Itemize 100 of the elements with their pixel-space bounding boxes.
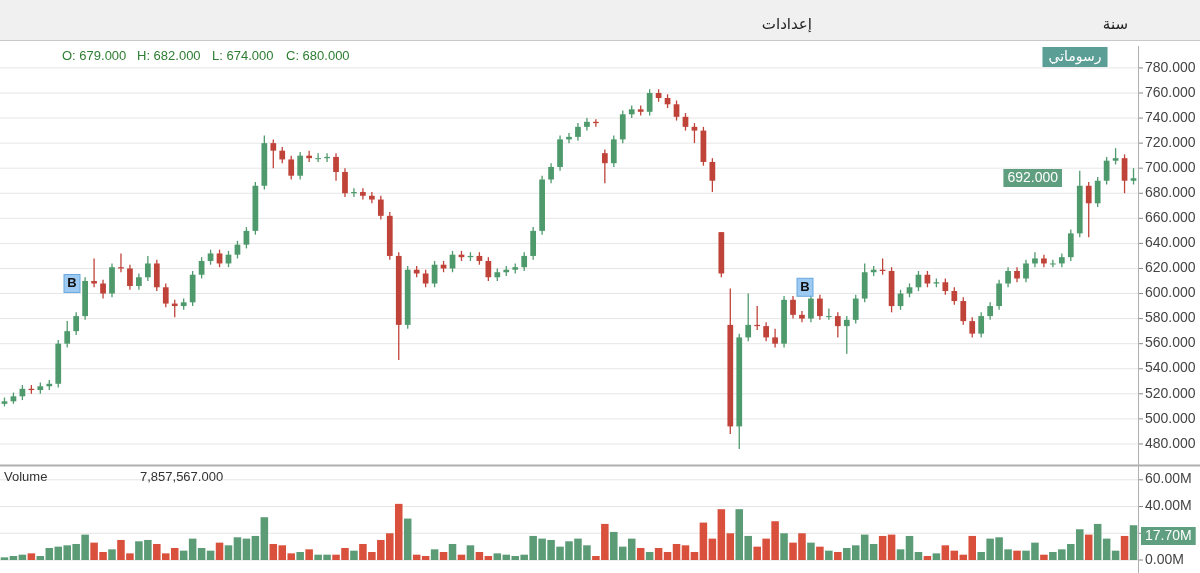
annotation: رسوماتي xyxy=(1048,48,1102,65)
y-tick-label: 780.000 xyxy=(1145,58,1196,75)
candlestick xyxy=(691,122,698,144)
candlestick xyxy=(100,279,106,300)
y-tick-label: 620.000 xyxy=(1145,259,1196,276)
text: إعدادات xyxy=(761,14,812,33)
y-tick-label: 660.000 xyxy=(1145,209,1196,226)
bar xyxy=(690,552,699,561)
bar xyxy=(233,537,242,561)
bar xyxy=(869,543,878,561)
candlestick xyxy=(799,310,805,324)
bar xyxy=(896,549,905,561)
bar xyxy=(439,552,448,561)
bar xyxy=(430,549,439,561)
bar xyxy=(448,543,457,561)
y-tick-label: 760.000 xyxy=(1145,83,1196,100)
bar xyxy=(1111,550,1120,561)
bar xyxy=(27,553,36,561)
candlestick xyxy=(64,320,71,349)
candlestick xyxy=(772,327,778,349)
bar xyxy=(296,552,304,561)
bar xyxy=(645,552,654,561)
candlestick xyxy=(153,259,160,292)
bar xyxy=(206,550,215,561)
bar xyxy=(654,547,663,561)
y-tick-label: 640.000 xyxy=(1145,234,1196,251)
bar xyxy=(179,550,188,561)
bar xyxy=(941,545,950,561)
bar xyxy=(466,545,475,561)
y-tick-label: 480.000 xyxy=(1145,434,1196,451)
bar xyxy=(923,556,932,561)
bar xyxy=(36,556,45,561)
y-tick-label: 500.000 xyxy=(1145,409,1196,426)
bar xyxy=(708,538,717,561)
candlestick xyxy=(127,264,133,291)
y-tick-label: 700.000 xyxy=(1145,158,1196,175)
y-tick-label: 600.000 xyxy=(1145,284,1196,301)
bar xyxy=(699,522,708,561)
candlestick xyxy=(790,295,796,320)
bar xyxy=(215,542,224,561)
y-tick-label: 680.000 xyxy=(1145,183,1196,200)
candlestick xyxy=(969,316,976,339)
bar xyxy=(950,550,959,561)
candlestick xyxy=(1023,259,1029,283)
bar xyxy=(108,549,116,561)
candlestick xyxy=(1103,156,1110,186)
y-tick-label: 0.00M xyxy=(1145,550,1184,567)
candlestick xyxy=(73,311,80,336)
candlestick xyxy=(601,148,608,184)
annotation: B xyxy=(800,278,810,294)
bar xyxy=(1040,554,1048,561)
bar xyxy=(905,535,914,561)
candlestick xyxy=(91,257,97,288)
bar xyxy=(305,549,313,561)
candlestick xyxy=(1094,176,1101,208)
bar xyxy=(484,556,493,561)
bar xyxy=(197,547,206,561)
bar xyxy=(1084,534,1093,561)
bar xyxy=(878,535,887,561)
bar xyxy=(188,538,197,561)
bar xyxy=(1120,535,1129,561)
annotation: 692.000 xyxy=(1007,168,1059,185)
candlestick xyxy=(1032,251,1038,268)
y-tick-label: 560.000 xyxy=(1145,334,1196,351)
y-tick-label: 580.000 xyxy=(1145,309,1196,326)
annotation: H: 682.000 xyxy=(137,48,201,64)
annotation: C: 680.000 xyxy=(286,48,350,64)
bar xyxy=(825,550,833,561)
text: سنة xyxy=(1102,14,1128,33)
candlestick xyxy=(144,255,151,282)
candlestick xyxy=(485,256,492,282)
bar xyxy=(260,517,269,561)
candlestick xyxy=(1005,266,1011,288)
annotation: L: 674.000 xyxy=(212,48,274,64)
candlestick xyxy=(610,134,617,168)
candlestick xyxy=(162,282,169,308)
candlestick xyxy=(369,191,375,204)
y-tick-label: 520.000 xyxy=(1145,384,1196,401)
bar xyxy=(932,553,941,561)
bar xyxy=(816,546,824,561)
bar xyxy=(717,509,726,561)
bar xyxy=(780,533,788,561)
y-tick-label: 720.000 xyxy=(1145,133,1196,150)
bar xyxy=(636,547,645,561)
bar xyxy=(9,556,18,561)
candlestick xyxy=(996,279,1002,311)
candlestick xyxy=(584,117,590,132)
text: 17.70M xyxy=(1145,526,1192,543)
y-tick-label: 40.00M xyxy=(1145,497,1192,514)
bar xyxy=(663,552,672,561)
candlestick xyxy=(1085,181,1092,238)
candlestick xyxy=(825,307,832,321)
bar xyxy=(1013,550,1021,561)
candlestick xyxy=(978,311,985,339)
candlestick xyxy=(1067,228,1074,262)
candlestick xyxy=(843,315,850,355)
candlestick xyxy=(360,187,366,201)
candlestick xyxy=(834,311,841,339)
bar xyxy=(1102,538,1111,561)
bar xyxy=(1129,525,1138,561)
